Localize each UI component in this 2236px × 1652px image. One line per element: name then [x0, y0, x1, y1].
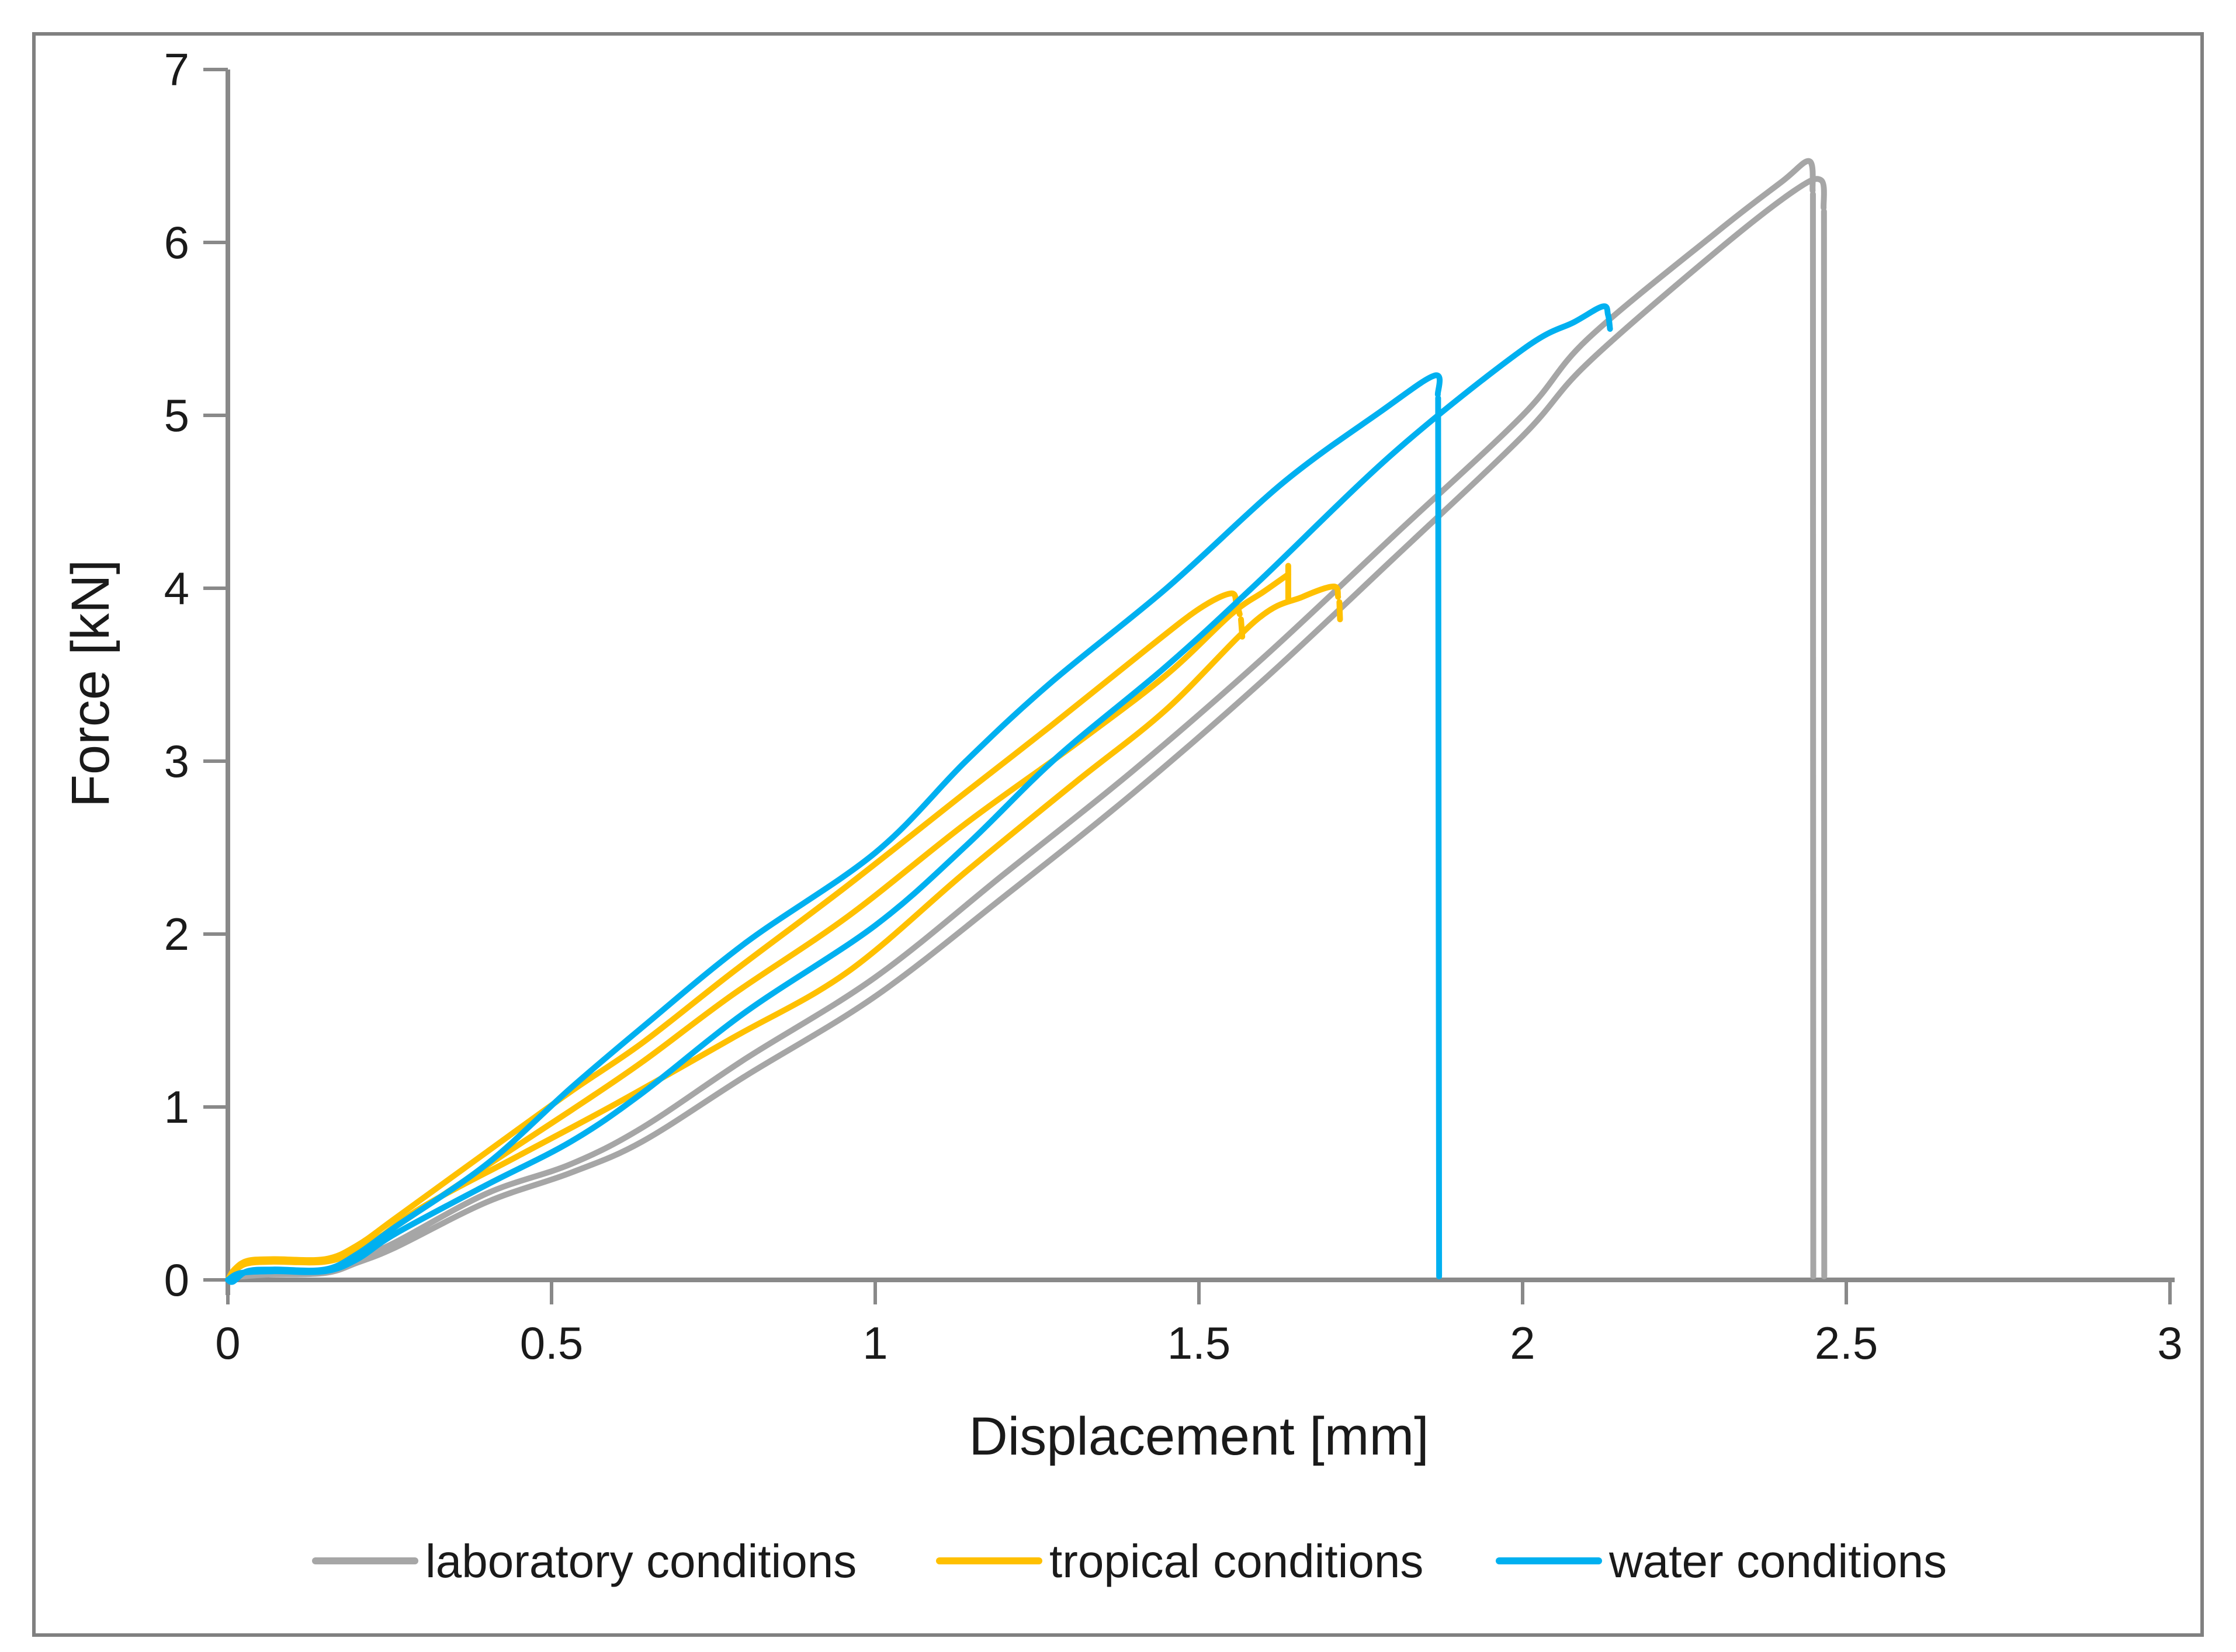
legend-label-water-conditions: water conditions — [1608, 1535, 1947, 1587]
series-lines — [225, 158, 1828, 1285]
legend-item-laboratory-conditions: laboratory conditions — [312, 1535, 857, 1587]
tick-labels: 0 1 2 3 4 5 6 7 0 0.5 1 1.5 2 2.5 3 — [164, 44, 2183, 1369]
legend: laboratory conditions tropical conditions… — [312, 1535, 1947, 1587]
x-tick-label: 1 — [862, 1317, 888, 1369]
x-tick-label: 1.5 — [1167, 1317, 1230, 1369]
y-tick-label: 7 — [164, 44, 189, 95]
series-line-tropical-conditions — [367, 584, 1341, 1248]
y-tick-label: 3 — [164, 735, 189, 787]
series-water-conditions — [225, 303, 1613, 1285]
series-tropical-conditions — [225, 563, 1343, 1283]
series-line-water-conditions — [1435, 395, 1443, 1280]
x-tick-label: 3 — [2157, 1317, 2182, 1369]
x-tick-label: 0.5 — [520, 1317, 583, 1369]
series-laboratory-conditions — [225, 158, 1828, 1283]
axes — [203, 68, 2175, 1304]
series-line-water-conditions — [225, 372, 1443, 1285]
legend-item-tropical-conditions: tropical conditions — [936, 1535, 1423, 1587]
series-line-laboratory-conditions — [1809, 191, 1816, 1280]
y-tick-label: 2 — [164, 908, 189, 960]
x-axis-title: Displacement [mm] — [969, 1407, 1429, 1466]
chart-border — [32, 32, 2204, 1637]
x-tick-label: 0 — [215, 1317, 240, 1369]
y-tick-label: 4 — [164, 563, 189, 614]
series-line-tropical-conditions — [225, 590, 1243, 1283]
series-line-tropical-conditions — [1336, 599, 1343, 623]
series-line-water-conditions — [225, 303, 1613, 1283]
y-axis-title: Force [kN] — [61, 560, 120, 807]
legend-label-laboratory-conditions: laboratory conditions — [425, 1535, 857, 1587]
series-line-laboratory-conditions — [225, 176, 1827, 1283]
legend-label-tropical-conditions: tropical conditions — [1049, 1535, 1423, 1587]
series-line-laboratory-conditions — [1821, 208, 1828, 1280]
series-line-tropical-conditions — [225, 571, 1291, 1283]
y-tick-label: 1 — [164, 1081, 189, 1133]
x-tick-label: 2.5 — [1815, 1317, 1878, 1369]
x-tick-label: 2 — [1510, 1317, 1535, 1369]
legend-item-water-conditions: water conditions — [1496, 1535, 1947, 1587]
series-line-laboratory-conditions — [225, 158, 1816, 1283]
y-tick-label: 6 — [164, 217, 189, 268]
y-tick-label: 0 — [164, 1254, 189, 1306]
y-tick-label: 5 — [164, 390, 189, 441]
